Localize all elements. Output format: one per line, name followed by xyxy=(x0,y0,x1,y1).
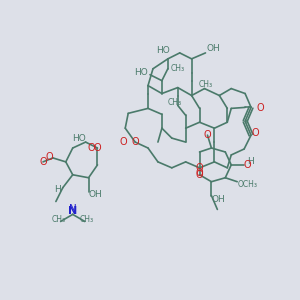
Text: OH: OH xyxy=(88,190,102,199)
Text: CH₃: CH₃ xyxy=(198,80,212,89)
Text: HO: HO xyxy=(156,46,170,56)
Text: CH₃: CH₃ xyxy=(171,64,185,73)
Text: HO: HO xyxy=(134,68,148,77)
Text: HO: HO xyxy=(72,134,86,142)
Text: O: O xyxy=(94,143,101,153)
Text: O: O xyxy=(196,168,203,178)
Text: H: H xyxy=(247,158,254,166)
Text: O: O xyxy=(120,137,127,147)
Text: O: O xyxy=(196,170,203,180)
Text: OH: OH xyxy=(212,195,225,204)
Text: O: O xyxy=(251,128,259,138)
Text: CH₃: CH₃ xyxy=(52,215,66,224)
Text: O: O xyxy=(196,163,203,173)
Text: H: H xyxy=(54,185,61,194)
Text: CH₃: CH₃ xyxy=(80,215,94,224)
Text: CH₃: CH₃ xyxy=(168,98,182,107)
Text: O: O xyxy=(39,157,47,167)
Text: O: O xyxy=(243,160,251,170)
Text: O: O xyxy=(204,130,211,140)
Text: N: N xyxy=(69,204,76,214)
Text: OCH₃: OCH₃ xyxy=(237,180,257,189)
Text: O: O xyxy=(131,137,139,147)
Text: O: O xyxy=(45,152,53,162)
Text: O: O xyxy=(88,143,95,153)
Text: N: N xyxy=(68,206,77,216)
Text: O: O xyxy=(256,103,264,113)
Text: OH: OH xyxy=(206,44,220,53)
